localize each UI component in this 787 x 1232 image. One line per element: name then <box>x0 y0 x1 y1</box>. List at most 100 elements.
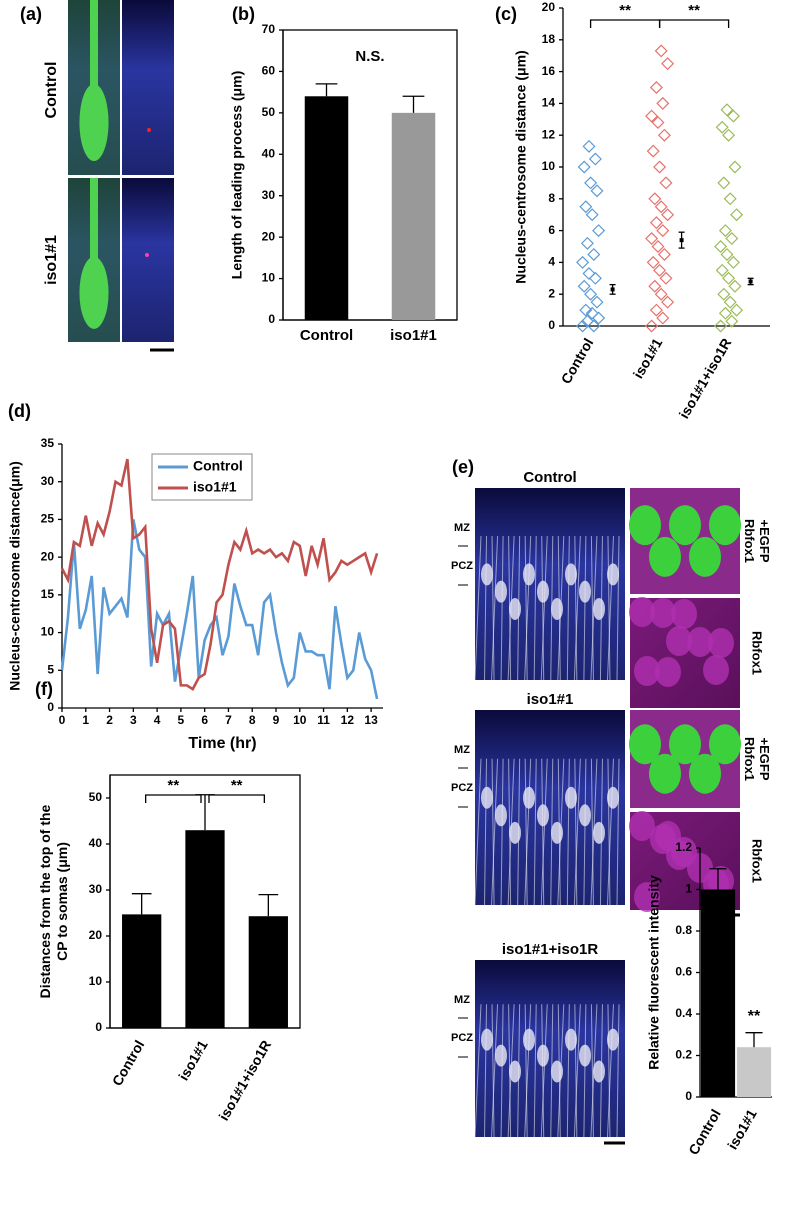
x-tick-label: 13 <box>364 713 378 727</box>
data-point <box>584 176 598 190</box>
sig-bracket <box>589 19 661 28</box>
neurite <box>524 535 532 681</box>
data-point <box>576 319 590 333</box>
neurite <box>607 535 611 681</box>
annotation: ** <box>748 1008 761 1025</box>
soma <box>481 563 493 586</box>
x-tick-label: Control <box>685 1106 724 1157</box>
neurite <box>540 1004 548 1138</box>
soma <box>579 804 591 827</box>
soma <box>551 821 563 844</box>
soma <box>593 1060 605 1083</box>
neurite <box>491 1004 499 1138</box>
y-axis-label: Nucleus-centrosome distance(μm) <box>7 461 23 691</box>
y-tick-label: 20 <box>542 0 556 14</box>
y-tick-label: 12 <box>542 127 556 141</box>
inset-label: +EGFP <box>757 520 772 563</box>
soma <box>523 563 535 586</box>
data-point <box>728 279 742 293</box>
row-label: iso1#1 <box>43 235 60 285</box>
neurite <box>484 758 488 906</box>
y-tick-label: 10 <box>262 271 276 285</box>
neurite <box>566 1004 570 1138</box>
y-tick-label: 10 <box>41 625 55 639</box>
panel-label: (a) <box>20 4 42 24</box>
data-point <box>646 144 660 158</box>
bar <box>700 889 736 1097</box>
neurite <box>500 1004 504 1138</box>
zone-label: MZ <box>454 522 470 534</box>
y-tick-label: 6 <box>548 223 555 237</box>
data-point <box>577 160 591 174</box>
data-point <box>661 295 675 309</box>
neurite <box>524 1004 528 1138</box>
data-point <box>656 224 670 238</box>
y-tick-label: 20 <box>89 928 103 942</box>
neurite <box>533 1004 537 1138</box>
data-point <box>654 44 668 58</box>
data-point <box>592 224 606 238</box>
neurite <box>474 535 482 681</box>
soma <box>579 1044 591 1067</box>
series-line <box>60 519 379 700</box>
x-tick-label: Control <box>558 335 597 386</box>
cell <box>79 256 109 329</box>
annotation: N.S. <box>355 48 384 65</box>
y-axis-label: CP to somas (μm) <box>54 842 70 961</box>
data-point <box>653 263 667 277</box>
soma <box>481 786 493 809</box>
panel-label: (c) <box>495 4 517 24</box>
panel-label: (f) <box>35 679 53 699</box>
y-tick-label: 20 <box>262 229 276 243</box>
y-tick-label: 0 <box>268 312 275 326</box>
data-point <box>723 295 737 309</box>
y-tick-label: 40 <box>89 836 103 850</box>
process <box>90 0 98 97</box>
soma <box>537 804 549 827</box>
data-point <box>588 271 602 285</box>
cell <box>669 724 701 765</box>
data-point <box>645 232 659 246</box>
data-point <box>590 184 604 198</box>
data-point <box>661 57 675 71</box>
data-point <box>714 239 728 254</box>
y-tick-label: 1 <box>685 882 692 896</box>
inset-label: Rbfox1 <box>742 737 757 781</box>
x-tick-label: 9 <box>273 713 280 727</box>
soma <box>523 1028 535 1051</box>
bar <box>185 830 225 1028</box>
soma <box>551 597 563 620</box>
neurite <box>566 535 570 681</box>
y-axis-label: Relative fluorescent intensity <box>646 875 662 1070</box>
neurite <box>484 535 488 681</box>
legend-label: iso1#1 <box>193 479 237 495</box>
y-tick-label: 4 <box>548 255 555 269</box>
data-point <box>580 236 594 250</box>
x-tick-label: iso1#1 <box>724 1106 760 1152</box>
data-point <box>715 263 729 277</box>
data-point <box>720 103 734 117</box>
x-tick-label: iso1#1+iso1R <box>676 335 735 421</box>
data-point <box>717 287 731 301</box>
y-tick-label: 0 <box>47 700 54 714</box>
data-point <box>659 176 673 190</box>
neurite <box>583 535 587 681</box>
zone-label: PCZ <box>451 782 473 794</box>
bar <box>248 916 288 1028</box>
neurite <box>566 758 570 906</box>
process <box>90 178 98 269</box>
data-point <box>718 306 732 320</box>
neurite <box>524 758 528 906</box>
image-title: iso1#1+iso1R <box>502 941 598 958</box>
soma <box>579 580 591 603</box>
y-tick-label: 20 <box>41 549 55 563</box>
neurite <box>583 758 587 906</box>
micrograph <box>122 178 174 342</box>
x-tick-label: 11 <box>317 713 330 727</box>
sig-bracket <box>208 794 265 803</box>
image-title: Control <box>523 469 576 486</box>
neurite <box>541 758 545 906</box>
neurite <box>491 758 495 906</box>
data-point <box>585 306 599 320</box>
x-tick-label: iso1#1 <box>175 1037 211 1083</box>
